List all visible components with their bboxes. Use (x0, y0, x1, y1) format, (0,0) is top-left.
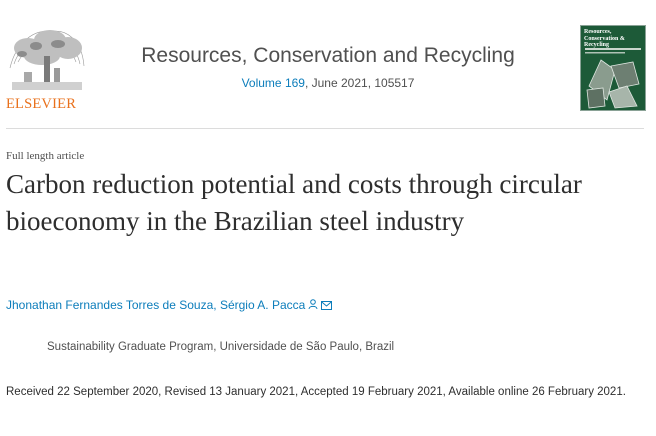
cover-image-icon (585, 48, 641, 109)
author-link[interactable]: Sérgio A. Pacca (219, 298, 306, 312)
elsevier-logo[interactable]: ELSEVIER (6, 22, 88, 114)
author-list: Jhonathan Fernandes Torres de Souza, Sér… (6, 298, 333, 313)
author-link[interactable]: Jhonathan Fernandes Torres de Souza (6, 298, 214, 312)
article-title: Carbon reduction potential and costs thr… (6, 169, 582, 236)
cover-title: Resources, Conservation & Recycling (584, 29, 625, 48)
issue-info: Volume 169, June 2021, 105517 (0, 76, 656, 90)
person-icon[interactable] (308, 299, 318, 313)
elsevier-tree-icon (6, 22, 88, 96)
journal-cover-thumbnail[interactable]: Resources, Conservation & Recycling (580, 25, 646, 111)
envelope-icon[interactable] (321, 299, 333, 313)
affiliation: Sustainability Graduate Program, Univers… (47, 341, 395, 353)
issue-details: , June 2021, 105517 (304, 76, 415, 90)
article-history: Received 22 September 2020, Revised 13 J… (6, 386, 626, 398)
journal-title[interactable]: Resources, Conservation and Recycling (141, 44, 515, 67)
elsevier-wordmark: ELSEVIER (6, 96, 77, 112)
article-type: Full length article (6, 150, 85, 162)
volume-link[interactable]: Volume 169 (241, 76, 305, 90)
journal-header: ELSEVIER Resources, Conservation and Rec… (0, 0, 656, 132)
author-separator: , (213, 298, 220, 312)
header-divider (6, 128, 644, 129)
